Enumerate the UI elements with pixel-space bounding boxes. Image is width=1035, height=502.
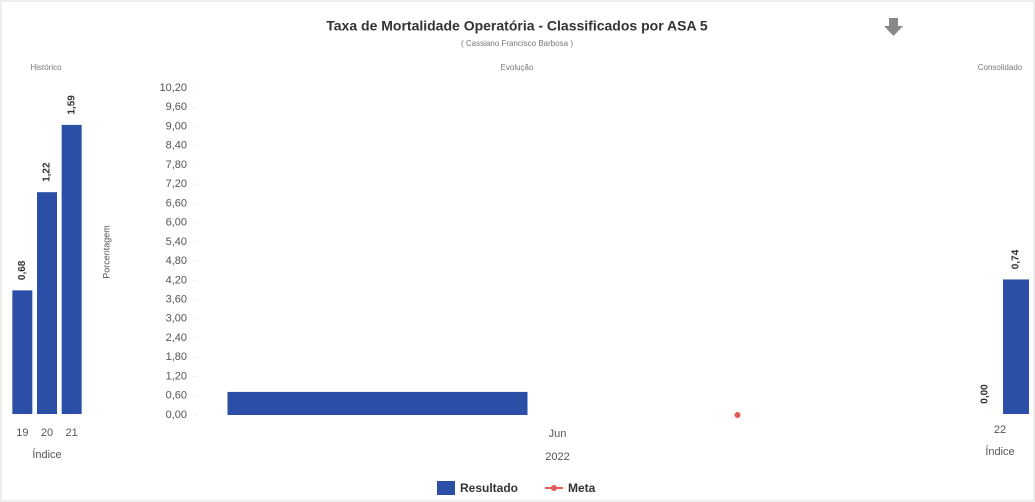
y-tick-label: 6,60 [166,197,187,209]
y-tick-label: 8,40 [166,140,187,152]
value-label: 0.00 [369,378,387,388]
bar [37,192,57,414]
subtitle: ( Cassiano Francisco Barbosa ) [461,39,573,48]
y-tick-label: 0,00 [166,409,187,421]
legend-label: Meta [568,481,596,495]
value-label: 0,74 [1011,249,1022,269]
bar [61,124,82,414]
x-tick-label: 22 [994,424,1006,436]
value-label: 1,22 [42,162,53,182]
chart-subtitle: Histórico [30,63,62,72]
y-tick-label: 10,20 [159,82,187,94]
value-label: 0,68 [17,260,28,280]
y-tick-label: 1,80 [166,351,187,363]
value-label: 0,00 [980,384,991,404]
legend-swatch [551,485,557,491]
x-tick-label: Jun [549,428,567,440]
y-tick-label: 7,20 [166,178,187,190]
download-icon[interactable] [884,18,903,36]
y-tick-label: 5,40 [166,236,187,248]
chart-subtitle: Evolução [501,63,534,72]
bar [12,290,33,414]
y-tick-label: 9,60 [166,101,187,113]
meta-marker [734,412,741,418]
chart-subtitle: Consolidado [978,63,1023,72]
x-axis-label: 2022 [545,451,569,463]
value-label: 1,59 [66,95,77,115]
y-tick-label: 4,80 [166,255,187,267]
legend-swatch [437,481,455,495]
bar [227,391,528,415]
x-tick-label: 20 [41,427,53,439]
y-tick-label: 3,60 [166,293,187,305]
y-tick-label: 6,00 [166,217,187,229]
x-tick-label: 19 [16,427,28,439]
y-tick-label: 4,20 [166,274,187,286]
bar [1003,279,1029,414]
y-tick-label: 2,40 [166,332,187,344]
title: Taxa de Mortalidade Operatória - Classif… [326,18,708,34]
y-tick-label: 3,00 [166,313,187,325]
y-tick-label: 1,20 [166,370,187,382]
y-axis-label: Porcentagem [101,225,111,279]
y-tick-label: 0,60 [166,390,187,402]
x-axis-label: Índice [32,448,61,461]
x-tick-label: 21 [66,427,78,439]
y-tick-label: 7,80 [166,159,187,171]
legend-label: Resultado [460,481,518,495]
x-axis-label: Índice [985,445,1014,458]
y-tick-label: 9,00 [166,120,187,132]
